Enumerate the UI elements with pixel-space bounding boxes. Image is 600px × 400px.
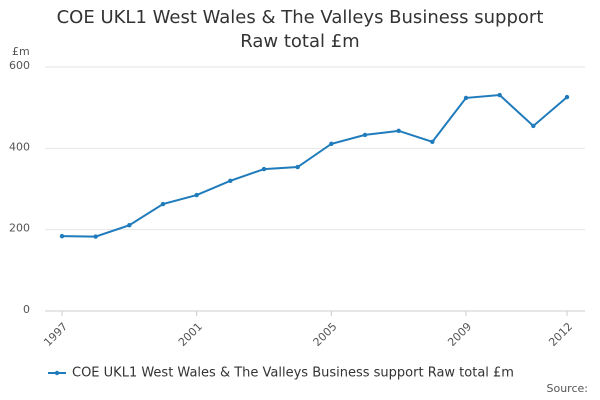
point bbox=[228, 178, 233, 184]
y-axis-label: £m bbox=[12, 45, 30, 58]
point bbox=[93, 234, 98, 239]
legend-label: COE UKL1 West Wales & The Valleys Busine… bbox=[72, 366, 514, 381]
y-tick-label: 0 bbox=[23, 303, 30, 316]
point bbox=[564, 94, 570, 100]
x-tick-label: 2012 bbox=[546, 320, 575, 349]
x-tick-label: 2005 bbox=[311, 320, 340, 349]
legend-marker bbox=[54, 370, 60, 376]
line bbox=[61, 94, 568, 238]
y-tick-label: 200 bbox=[9, 222, 30, 235]
point bbox=[194, 192, 199, 198]
x-tick-label: 2001 bbox=[176, 320, 205, 349]
x-tick-label: 1997 bbox=[41, 320, 70, 349]
chart-title: COE UKL1 West Wales & The Valleys Busine… bbox=[56, 7, 544, 52]
point bbox=[127, 222, 132, 228]
point bbox=[59, 233, 65, 239]
point bbox=[396, 128, 401, 134]
source: Source: bbox=[547, 382, 589, 395]
point bbox=[463, 95, 469, 101]
y-tick-label: 600 bbox=[9, 59, 30, 72]
point bbox=[295, 164, 300, 170]
x-tick-label: 2009 bbox=[445, 320, 474, 349]
point bbox=[362, 132, 368, 138]
point bbox=[160, 201, 166, 207]
point bbox=[329, 141, 334, 147]
point bbox=[430, 139, 435, 145]
point bbox=[497, 92, 502, 98]
point bbox=[261, 166, 267, 172]
y-tick-label: 400 bbox=[9, 140, 30, 153]
point bbox=[531, 123, 536, 129]
